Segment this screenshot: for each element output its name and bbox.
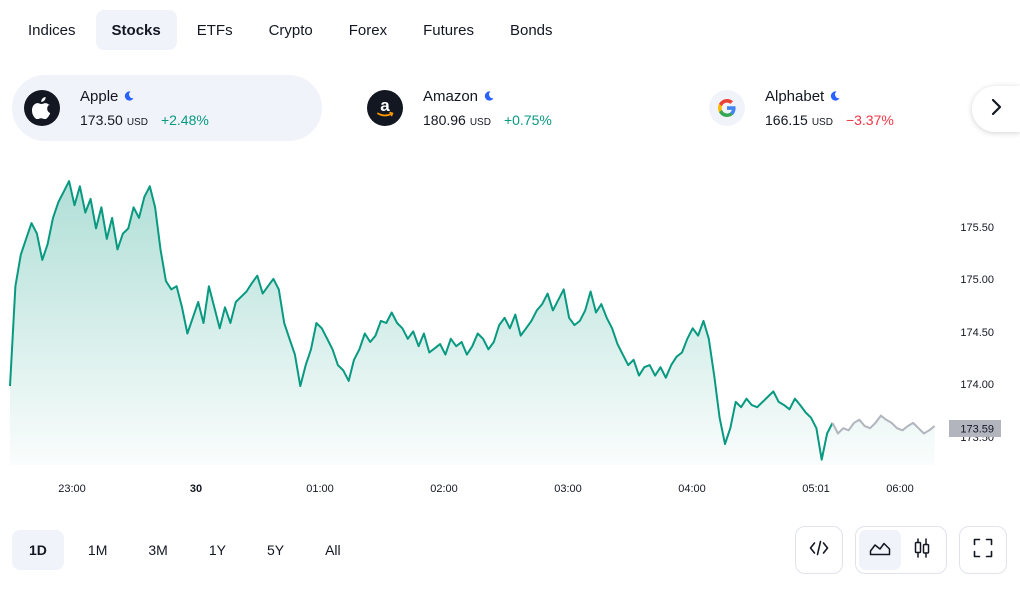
range-1d[interactable]: 1D [12, 530, 64, 570]
tab-crypto[interactable]: Crypto [268, 21, 313, 39]
ticker-price: 173.50 [80, 112, 123, 128]
price-line-regular [9, 180, 834, 461]
ticker-change: −3.37% [845, 112, 894, 128]
y-tick-label: 175.50 [960, 222, 994, 234]
y-tick-label: 175.00 [960, 274, 994, 286]
x-tick-label: 03:00 [554, 483, 582, 495]
google-logo-icon [709, 90, 745, 126]
price-chart-svg: 175.50 175.00 174.50 174.00 173.50 173.5… [9, 180, 1001, 495]
range-selector: 1D 1M 3M 1Y 5Y All [12, 530, 365, 570]
range-all[interactable]: All [325, 542, 341, 558]
embed-button[interactable] [795, 526, 843, 574]
ticker-name: Alphabet [765, 87, 825, 105]
area-chart-icon [869, 540, 891, 561]
tab-bonds[interactable]: Bonds [509, 21, 553, 39]
moon-icon [484, 91, 494, 101]
apple-logo-icon [24, 90, 60, 126]
ticker-name: Amazon [423, 87, 479, 105]
ticker-card-alphabet[interactable]: Alphabet 166.15 USD −3.37% [697, 75, 967, 141]
ticker-card-amazon[interactable]: a Amazon 180.96 USD +0.75% [355, 75, 665, 141]
market-tabs: Indices Stocks ETFs Crypto Forex Futures… [12, 10, 573, 50]
tab-etfs[interactable]: ETFs [196, 21, 233, 39]
x-tick-label: 02:00 [430, 483, 458, 495]
moon-icon [830, 91, 840, 101]
y-tick-label: 174.50 [960, 327, 994, 339]
amazon-logo-icon: a [367, 90, 403, 126]
last-price-label: 173.59 [960, 424, 994, 436]
price-line-after-hours [831, 414, 936, 435]
candlestick-icon [912, 537, 932, 563]
x-tick-label: 06:00 [886, 483, 914, 495]
chevron-right-icon [990, 98, 1002, 121]
last-price-label-bg [949, 420, 1001, 437]
ticker-change: +2.48% [160, 112, 209, 128]
ticker-card-apple[interactable]: Apple 173.50 USD +2.48% [12, 75, 322, 141]
range-1m[interactable]: 1M [87, 542, 108, 558]
area-chart-button[interactable] [859, 530, 901, 570]
x-tick-label: 05:01 [802, 483, 830, 495]
ticker-price: 180.96 [423, 112, 466, 128]
svg-text:a: a [380, 96, 390, 115]
fullscreen-button[interactable] [959, 526, 1007, 574]
x-tick-label: 04:00 [678, 483, 706, 495]
chart-type-toggle [855, 526, 947, 574]
ticker-currency: USD [469, 117, 491, 128]
tab-futures[interactable]: Futures [423, 21, 474, 39]
ticker-name: Apple [80, 87, 119, 105]
candlestick-chart-button[interactable] [901, 530, 943, 570]
range-3m[interactable]: 3M [148, 542, 168, 558]
ticker-currency: USD [811, 117, 833, 128]
x-tick-label: 23:00 [58, 483, 86, 495]
ticker-price: 166.15 [765, 112, 808, 128]
ticker-change: +0.75% [503, 112, 552, 128]
moon-icon [124, 91, 134, 101]
price-chart[interactable]: 175.50 175.00 174.50 174.00 173.50 173.5… [0, 160, 1020, 505]
tab-forex[interactable]: Forex [348, 21, 388, 39]
ticker-currency: USD [126, 117, 148, 128]
fullscreen-icon [973, 538, 993, 563]
y-tick-label: 174.00 [960, 379, 994, 391]
x-tick-label: 01:00 [306, 483, 334, 495]
carousel-next-button[interactable] [972, 86, 1020, 132]
code-embed-icon [809, 540, 829, 561]
range-1y[interactable]: 1Y [208, 542, 226, 558]
range-5y[interactable]: 5Y [266, 542, 285, 558]
x-tick-label: 30 [190, 483, 202, 495]
ticker-carousel: Apple 173.50 USD +2.48% a Amazon [12, 75, 1020, 141]
tab-indices[interactable]: Indices [28, 21, 76, 39]
tab-stocks[interactable]: Stocks [95, 10, 177, 50]
price-area-fill [10, 181, 935, 465]
